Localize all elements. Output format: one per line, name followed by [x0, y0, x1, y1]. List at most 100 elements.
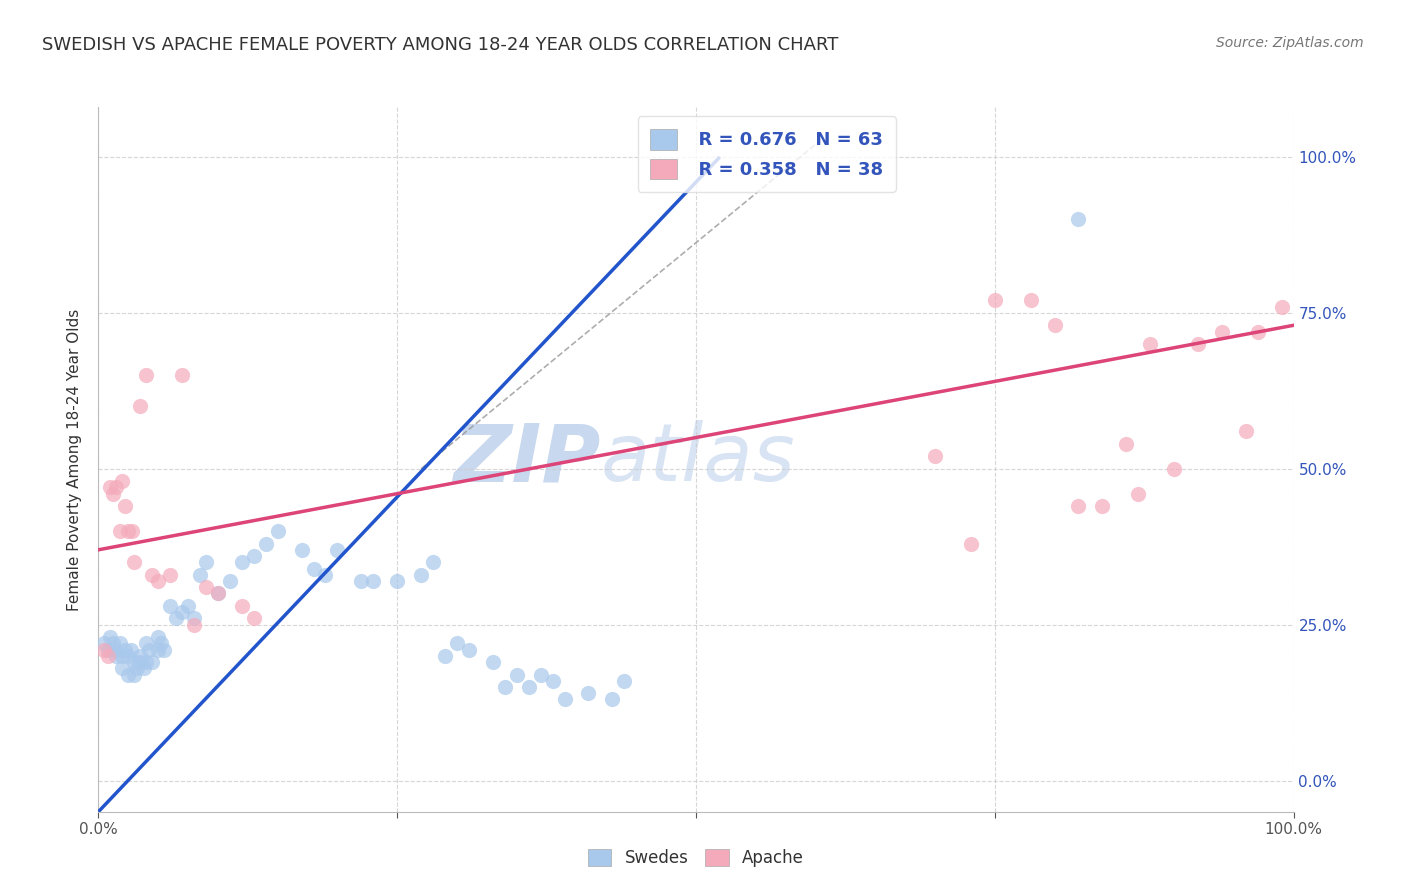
Point	[458, 642, 481, 657]
Point	[517, 680, 540, 694]
Point	[148, 642, 170, 657]
Point	[960, 536, 983, 550]
Point	[117, 648, 139, 663]
Point	[100, 480, 122, 494]
Point	[105, 480, 128, 494]
Point	[326, 542, 349, 557]
Point	[243, 611, 266, 625]
Point	[1139, 337, 1161, 351]
Point	[183, 611, 205, 625]
Point	[141, 655, 163, 669]
Point	[207, 586, 229, 600]
Point	[124, 667, 146, 681]
Point	[129, 655, 152, 669]
Point	[1234, 425, 1257, 439]
Point	[105, 648, 128, 663]
Point	[434, 648, 457, 663]
Point	[125, 661, 148, 675]
Point	[135, 655, 157, 669]
Point	[1211, 325, 1233, 339]
Point	[530, 667, 553, 681]
Point	[1019, 293, 1042, 308]
Text: ZIP: ZIP	[453, 420, 600, 499]
Text: SWEDISH VS APACHE FEMALE POVERTY AMONG 18-24 YEAR OLDS CORRELATION CHART: SWEDISH VS APACHE FEMALE POVERTY AMONG 1…	[42, 36, 838, 54]
Point	[231, 599, 253, 613]
Point	[602, 692, 624, 706]
Point	[114, 499, 136, 513]
Point	[1187, 337, 1209, 351]
Point	[1271, 300, 1294, 314]
Point	[121, 524, 143, 538]
Point	[613, 673, 636, 688]
Point	[1067, 499, 1090, 513]
Point	[578, 686, 600, 700]
Point	[177, 599, 200, 613]
Point	[219, 574, 242, 588]
Legend: Swedes, Apache: Swedes, Apache	[582, 842, 810, 874]
Point	[97, 648, 120, 663]
Point	[1115, 437, 1137, 451]
Point	[97, 642, 120, 657]
Point	[1043, 318, 1066, 333]
Text: Source: ZipAtlas.com: Source: ZipAtlas.com	[1216, 36, 1364, 50]
Point	[149, 636, 172, 650]
Point	[541, 673, 564, 688]
Point	[385, 574, 409, 588]
Point	[267, 524, 290, 538]
Point	[148, 630, 170, 644]
Point	[141, 567, 163, 582]
Point	[135, 368, 157, 383]
Point	[446, 636, 468, 650]
Point	[363, 574, 385, 588]
Point	[124, 655, 146, 669]
Point	[159, 599, 181, 613]
Text: atlas: atlas	[600, 420, 796, 499]
Point	[411, 567, 433, 582]
Point	[120, 642, 142, 657]
Point	[159, 567, 181, 582]
Point	[111, 661, 134, 675]
Point	[117, 667, 139, 681]
Point	[129, 400, 152, 414]
Point	[135, 636, 157, 650]
Point	[111, 648, 134, 663]
Point	[554, 692, 576, 706]
Point	[172, 368, 194, 383]
Point	[148, 574, 170, 588]
Point	[207, 586, 229, 600]
Point	[111, 474, 134, 488]
Point	[101, 636, 124, 650]
Point	[494, 680, 516, 694]
Point	[350, 574, 373, 588]
Point	[114, 642, 136, 657]
Point	[1128, 486, 1150, 500]
Point	[195, 555, 218, 569]
Point	[124, 555, 146, 569]
Y-axis label: Female Poverty Among 18-24 Year Olds: Female Poverty Among 18-24 Year Olds	[67, 309, 83, 610]
Point	[984, 293, 1007, 308]
Point	[506, 667, 529, 681]
Point	[315, 567, 337, 582]
Point	[172, 605, 194, 619]
Point	[117, 524, 139, 538]
Point	[481, 655, 505, 669]
Point	[153, 642, 176, 657]
Point	[108, 524, 131, 538]
Point	[132, 661, 155, 675]
Point	[108, 636, 131, 650]
Point	[243, 549, 266, 563]
Point	[1163, 461, 1185, 475]
Point	[1091, 499, 1114, 513]
Point	[93, 636, 115, 650]
Point	[302, 561, 325, 575]
Point	[138, 642, 160, 657]
Point	[188, 567, 211, 582]
Point	[93, 642, 115, 657]
Point	[254, 536, 277, 550]
Point	[105, 642, 128, 657]
Point	[1067, 212, 1090, 227]
Point	[195, 580, 218, 594]
Point	[231, 555, 253, 569]
Point	[183, 617, 205, 632]
Point	[422, 555, 444, 569]
